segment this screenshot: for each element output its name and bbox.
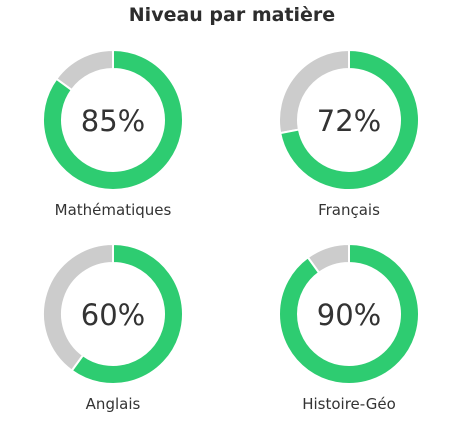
donut-category-label: Français xyxy=(318,201,380,219)
donut-mathematiques: 85% Mathématiques xyxy=(42,48,203,250)
donut-slice-value xyxy=(278,242,420,385)
donut-slice-value xyxy=(70,242,184,385)
chart-title: Niveau par matière xyxy=(128,4,336,26)
donut-value-label: 90% xyxy=(316,298,382,332)
donut-category-label: Mathématiques xyxy=(54,201,172,219)
donut-value-label: 60% xyxy=(80,298,146,332)
donut-category-label: Anglais xyxy=(85,395,141,413)
donut-francais: 72% Français xyxy=(278,48,439,250)
donut-ring-3 xyxy=(278,242,420,385)
donut-category-label: Histoire-Géo xyxy=(302,395,396,413)
donut-histoire-geo: 90% Histoire-Géo xyxy=(278,242,439,444)
donut-slice-value xyxy=(42,48,184,191)
donut-ring-1 xyxy=(278,48,420,191)
donut-value-label: 85% xyxy=(80,104,146,138)
donut-ring-2 xyxy=(42,242,184,385)
donut-ring-0 xyxy=(42,48,184,191)
donut-value-label: 72% xyxy=(316,104,382,138)
donut-anglais: 60% Anglais xyxy=(42,242,203,444)
donut-slice-value xyxy=(279,48,420,191)
